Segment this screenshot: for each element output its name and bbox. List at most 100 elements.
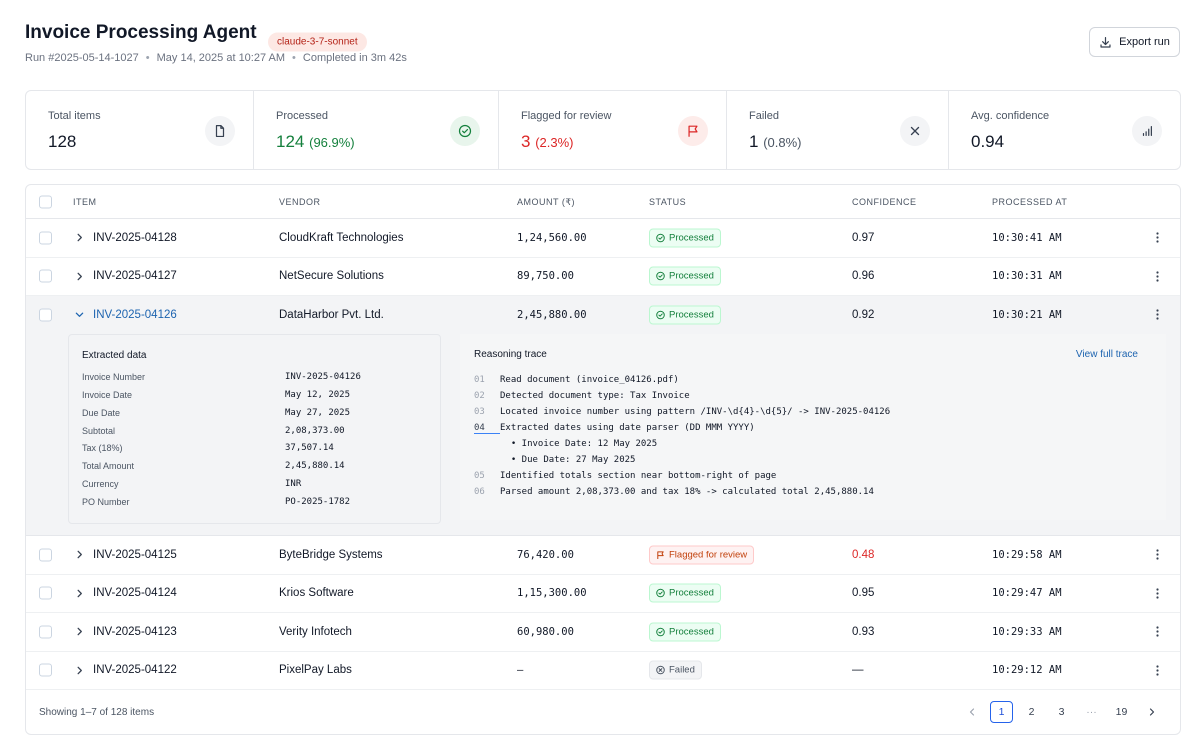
- page-3[interactable]: 3: [1058, 706, 1065, 718]
- row-checkbox[interactable]: [39, 308, 52, 322]
- stat-label: Total items: [48, 110, 101, 122]
- more-options-icon[interactable]: [1151, 308, 1163, 322]
- chevron-left-icon[interactable]: [960, 701, 983, 723]
- processed-time: 10:29:58 AM: [992, 548, 1062, 561]
- chevron-right-icon[interactable]: [74, 588, 84, 598]
- page-19[interactable]: 19: [1115, 706, 1128, 718]
- chevron-right-icon[interactable]: [74, 271, 84, 281]
- processed-time: 10:29:47 AM: [992, 587, 1062, 600]
- field-value: May 12, 2025: [285, 390, 351, 400]
- row-checkbox[interactable]: [39, 548, 52, 562]
- vendor-name: NetSecure Solutions: [279, 270, 384, 283]
- table-row[interactable]: INV-2025-04127 NetSecure Solutions 89,75…: [26, 258, 1180, 296]
- trace-line: 04 Extracted dates using date parser (DD …: [474, 423, 755, 434]
- table-row[interactable]: INV-2025-04123 Verity Infotech 60,980.00…: [26, 613, 1180, 652]
- view-full-trace-link[interactable]: View full trace: [1075, 349, 1138, 360]
- status-badge: Processed: [649, 266, 721, 286]
- field-label: Currency: [82, 479, 119, 489]
- more-options-icon[interactable]: [1151, 625, 1163, 639]
- page-title: Invoice Processing Agent: [25, 22, 257, 43]
- stat-label: Failed: [749, 110, 779, 122]
- field-label: Subtotal: [82, 426, 116, 436]
- vendor-name: PixelPay Labs: [279, 664, 352, 677]
- stat-avg-confidence: Avg. confidence 0.94: [949, 91, 1180, 169]
- item-id[interactable]: INV-2025-04126: [93, 308, 177, 321]
- status-badge: Failed: [649, 660, 702, 680]
- item-id[interactable]: INV-2025-04125: [93, 548, 177, 561]
- run-duration: Completed in 3m 42s: [302, 52, 407, 64]
- amount: 1,24,560.00: [517, 231, 587, 244]
- confidence: —: [852, 664, 864, 677]
- trace-line: 06 Parsed amount 2,08,373.00 and tax 18% …: [474, 487, 874, 497]
- confidence: 0.97: [852, 231, 875, 244]
- column-status[interactable]: STATUS: [649, 197, 687, 207]
- item-id[interactable]: INV-2025-04128: [93, 231, 177, 244]
- stat-label: Avg. confidence: [971, 110, 1050, 122]
- item-id[interactable]: INV-2025-04122: [93, 664, 177, 677]
- processed-time: 10:30:41 AM: [992, 231, 1062, 244]
- row-details-panel: Extracted data Invoice Number INV-2025-0…: [26, 334, 1180, 536]
- column-vendor[interactable]: VENDOR: [279, 197, 321, 207]
- item-id[interactable]: INV-2025-04123: [93, 625, 177, 638]
- flag-icon: [678, 116, 708, 146]
- stat-value: 1 (0.8%): [749, 132, 802, 151]
- export-run-label: Export run: [1119, 36, 1170, 48]
- chevron-right-icon[interactable]: [74, 665, 84, 675]
- more-options-icon[interactable]: [1151, 548, 1163, 562]
- field-value: 37,507.14: [285, 443, 334, 453]
- row-checkbox[interactable]: [39, 586, 52, 600]
- chevron-right-icon[interactable]: [1140, 701, 1163, 723]
- vendor-name: DataHarbor Pvt. Ltd.: [279, 308, 384, 321]
- column-item[interactable]: ITEM: [73, 197, 97, 207]
- table-row-expanded[interactable]: INV-2025-04126 DataHarbor Pvt. Ltd. 2,45…: [26, 296, 1180, 335]
- item-id[interactable]: INV-2025-04127: [93, 270, 177, 283]
- field-value: May 27, 2025: [285, 408, 351, 418]
- extracted-data-title: Extracted data: [82, 350, 147, 361]
- extracted-data-panel: Extracted data Invoice Number INV-2025-0…: [68, 334, 441, 524]
- stat-flagged: Flagged for review 3 (2.3%): [499, 91, 727, 169]
- column-confidence[interactable]: CONFIDENCE: [852, 197, 917, 207]
- more-options-icon[interactable]: [1151, 269, 1163, 283]
- page-1[interactable]: 1: [990, 701, 1013, 723]
- more-options-icon[interactable]: [1151, 663, 1163, 677]
- more-options-icon[interactable]: [1151, 586, 1163, 600]
- pagination-summary: Showing 1–7 of 128 items: [39, 707, 155, 718]
- chevron-right-icon[interactable]: [74, 627, 84, 637]
- bar-chart-icon: [1132, 116, 1162, 146]
- column-amount[interactable]: AMOUNT (₹): [517, 197, 576, 207]
- row-checkbox[interactable]: [39, 269, 52, 283]
- chevron-right-icon[interactable]: [74, 550, 84, 560]
- table-header: ITEM VENDOR AMOUNT (₹) STATUS CONFIDENCE…: [26, 185, 1180, 219]
- table-row[interactable]: INV-2025-04124 Krios Software 1,15,300.0…: [26, 575, 1180, 613]
- processed-time: 10:29:12 AM: [992, 664, 1062, 677]
- field-value: PO-2025-1782: [285, 497, 351, 507]
- table-row[interactable]: INV-2025-04122 PixelPay Labs — Failed — …: [26, 652, 1180, 690]
- item-id[interactable]: INV-2025-04124: [93, 587, 177, 600]
- run-meta: Run #2025-05-14-1027 • May 14, 2025 at 10:…: [25, 52, 407, 64]
- confidence: 0.95: [852, 587, 875, 600]
- amount: 60,980.00: [517, 625, 574, 638]
- check-circle-icon: [656, 271, 665, 281]
- row-checkbox[interactable]: [39, 663, 52, 677]
- select-all-checkbox[interactable]: [39, 195, 52, 209]
- vendor-name: Verity Infotech: [279, 625, 352, 638]
- chevron-right-icon[interactable]: [74, 233, 84, 243]
- trace-line: 05 Identified totals section near bottom-…: [474, 471, 777, 481]
- check-circle-icon: [450, 116, 480, 146]
- stat-total-items: Total items 128: [26, 91, 254, 169]
- chevron-down-icon[interactable]: [74, 310, 84, 320]
- check-circle-icon: [656, 588, 665, 598]
- table-row[interactable]: INV-2025-04128 CloudKraft Technologies 1…: [26, 219, 1180, 258]
- page-2[interactable]: 2: [1028, 706, 1035, 718]
- export-run-button[interactable]: Export run: [1089, 27, 1180, 57]
- more-options-icon[interactable]: [1151, 231, 1163, 245]
- row-checkbox[interactable]: [39, 625, 52, 639]
- amount: —: [517, 664, 524, 677]
- table-row[interactable]: INV-2025-04125 ByteBridge Systems 76,420…: [26, 536, 1180, 575]
- column-processed-at[interactable]: PROCESSED AT: [992, 197, 1068, 207]
- status-badge: Processed: [649, 583, 721, 603]
- check-circle-icon: [656, 627, 665, 637]
- row-checkbox[interactable]: [39, 231, 52, 245]
- model-badge: claude-3-7-sonnet: [268, 32, 367, 52]
- download-icon: [1099, 36, 1112, 49]
